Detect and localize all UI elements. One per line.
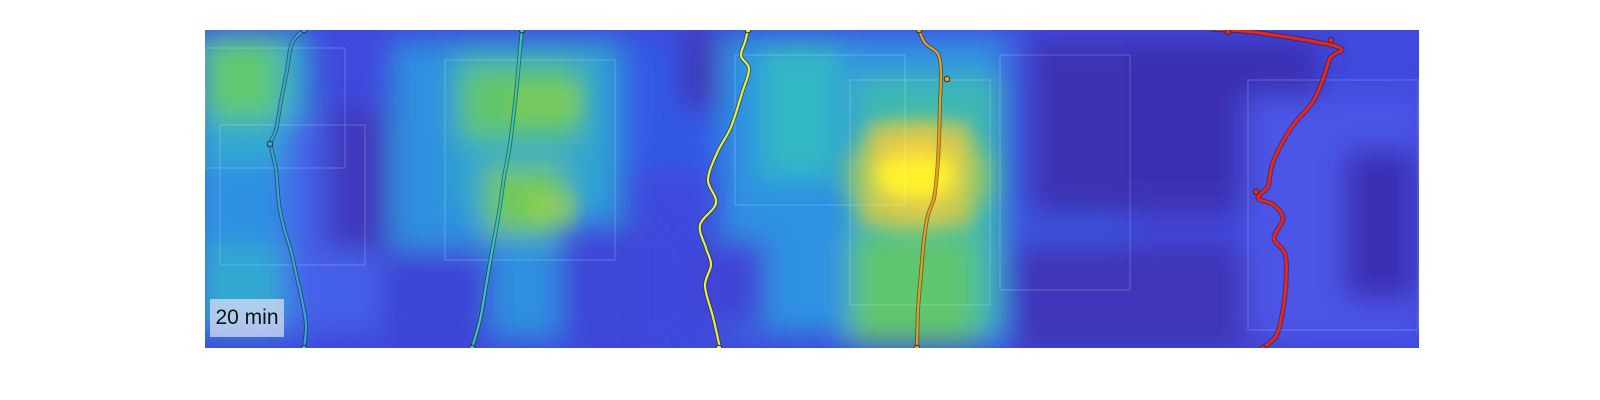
trace-4 — [913, 30, 951, 348]
trace-3-line — [698, 30, 751, 348]
trace-1-marker-3 — [300, 344, 308, 348]
trace-5-marker-1 — [1224, 30, 1232, 36]
trace-4-marker-2 — [943, 75, 951, 83]
trace-1 — [266, 30, 309, 348]
trace-5-marker-3 — [1252, 188, 1260, 196]
trace-1-marker-2 — [266, 140, 274, 148]
trace-3 — [697, 30, 752, 348]
trace-4-marker-3 — [913, 344, 921, 348]
trace-2-marker-2 — [468, 344, 476, 348]
trajectory-traces — [266, 30, 1345, 348]
trace-4-line — [915, 30, 943, 348]
trace-5-line — [1210, 30, 1344, 348]
trace-4-marker-1 — [915, 30, 923, 34]
time-label: 20 min — [210, 299, 284, 337]
trace-1-marker-1 — [300, 30, 308, 34]
trace-3-marker-1 — [744, 30, 752, 34]
trace-5-marker-2 — [1327, 36, 1335, 44]
trace-1-line — [269, 30, 308, 348]
heatmap-background — [205, 30, 1419, 348]
trace-2-marker-1 — [518, 30, 526, 34]
trace-2-line — [470, 30, 524, 348]
trace-5-marker-4 — [1259, 344, 1267, 348]
trace-2 — [468, 30, 526, 348]
trace-3-marker-2 — [715, 344, 723, 348]
trace-5 — [1209, 30, 1345, 348]
